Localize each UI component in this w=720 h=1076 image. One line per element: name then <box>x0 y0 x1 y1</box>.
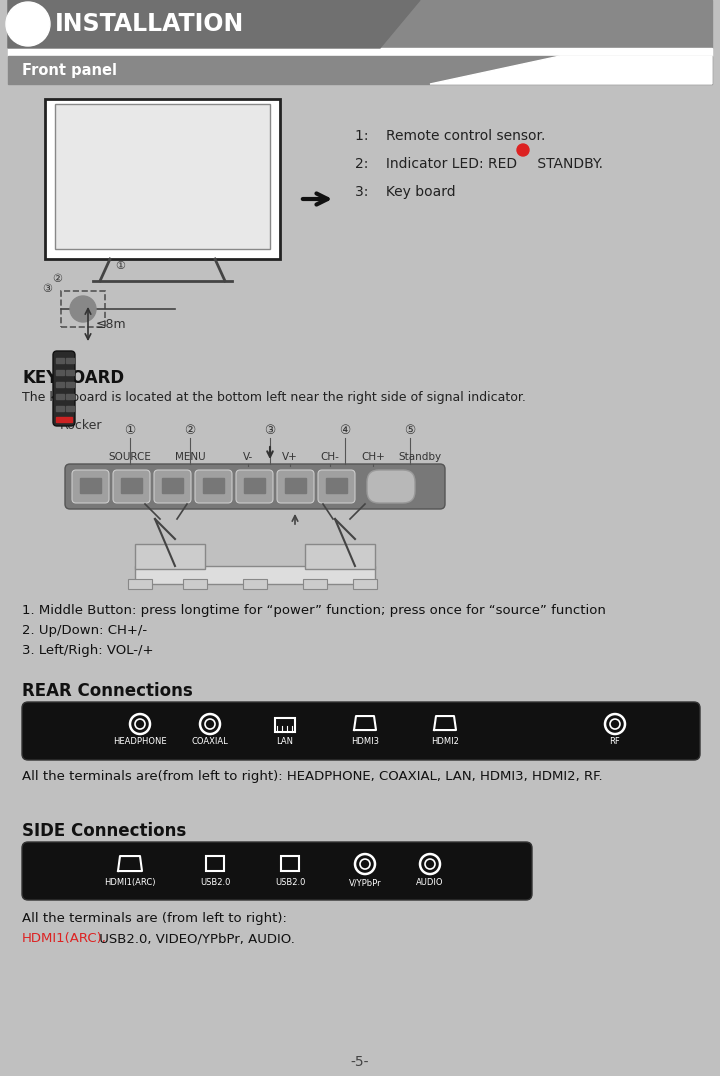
Text: CH-: CH- <box>320 452 339 462</box>
Circle shape <box>6 2 50 46</box>
Text: STANDBY.: STANDBY. <box>533 157 603 171</box>
Text: ≤8m: ≤8m <box>96 317 127 330</box>
Text: ⑤: ⑤ <box>405 424 415 437</box>
Text: ③: ③ <box>264 424 276 437</box>
Text: V/YPbPr: V/YPbPr <box>348 878 382 887</box>
FancyBboxPatch shape <box>55 104 270 249</box>
Text: ①: ① <box>125 424 135 437</box>
Text: SIDE Connections: SIDE Connections <box>22 822 186 840</box>
Text: 3. Left/Righ: VOL-/+: 3. Left/Righ: VOL-/+ <box>22 645 153 657</box>
FancyBboxPatch shape <box>203 478 224 493</box>
FancyBboxPatch shape <box>80 478 101 493</box>
Text: Rocker: Rocker <box>60 419 102 431</box>
Text: -5-: -5- <box>351 1054 369 1068</box>
FancyBboxPatch shape <box>236 470 273 502</box>
Text: 3:    Key board: 3: Key board <box>355 185 456 199</box>
Polygon shape <box>8 0 420 48</box>
Text: ③: ③ <box>42 284 52 294</box>
Text: 2. Up/Down: CH+/-: 2. Up/Down: CH+/- <box>22 624 147 637</box>
Text: HDMI3: HDMI3 <box>351 737 379 746</box>
FancyBboxPatch shape <box>8 24 712 1054</box>
Text: HDMI1(ARC),: HDMI1(ARC), <box>22 932 107 945</box>
Text: MENU: MENU <box>175 452 205 462</box>
FancyBboxPatch shape <box>154 470 191 502</box>
Text: ①: ① <box>115 261 125 271</box>
Text: HEADPHONE: HEADPHONE <box>113 737 167 746</box>
Text: ④: ④ <box>339 424 351 437</box>
FancyBboxPatch shape <box>45 99 280 259</box>
Text: USB2.0: USB2.0 <box>275 878 305 887</box>
FancyBboxPatch shape <box>285 478 306 493</box>
FancyBboxPatch shape <box>243 579 267 589</box>
FancyBboxPatch shape <box>66 358 74 363</box>
Text: Standby: Standby <box>398 452 441 462</box>
Text: Front panel: Front panel <box>22 62 117 77</box>
FancyBboxPatch shape <box>113 470 150 502</box>
FancyBboxPatch shape <box>183 579 207 589</box>
Text: 1:    Remote control sensor.: 1: Remote control sensor. <box>355 129 545 143</box>
FancyBboxPatch shape <box>277 470 314 502</box>
FancyBboxPatch shape <box>65 464 445 509</box>
Text: ②: ② <box>184 424 196 437</box>
FancyBboxPatch shape <box>305 544 375 569</box>
FancyBboxPatch shape <box>303 579 327 589</box>
FancyBboxPatch shape <box>135 566 375 584</box>
FancyBboxPatch shape <box>353 579 377 589</box>
FancyBboxPatch shape <box>195 470 232 502</box>
FancyBboxPatch shape <box>56 382 64 387</box>
Text: CH+: CH+ <box>361 452 385 462</box>
Text: REAR Connections: REAR Connections <box>22 682 193 700</box>
Text: USB2.0, VIDEO/YPbPr, AUDIO.: USB2.0, VIDEO/YPbPr, AUDIO. <box>95 932 295 945</box>
Text: LAN: LAN <box>276 737 294 746</box>
Text: HDMI2: HDMI2 <box>431 737 459 746</box>
Text: KEYBOARD: KEYBOARD <box>22 369 124 387</box>
FancyBboxPatch shape <box>56 394 64 399</box>
FancyBboxPatch shape <box>128 579 152 589</box>
FancyBboxPatch shape <box>53 351 75 426</box>
FancyBboxPatch shape <box>367 470 415 502</box>
FancyBboxPatch shape <box>56 358 64 363</box>
FancyBboxPatch shape <box>8 56 712 84</box>
FancyBboxPatch shape <box>66 394 74 399</box>
Text: All the terminals are(from left to right): HEADPHONE, COAXIAL, LAN, HDMI3, HDMI2: All the terminals are(from left to right… <box>22 770 603 783</box>
Text: V-: V- <box>243 452 253 462</box>
Text: COAXIAL: COAXIAL <box>192 737 228 746</box>
FancyBboxPatch shape <box>244 478 265 493</box>
Text: SOURCE: SOURCE <box>109 452 151 462</box>
Polygon shape <box>430 56 712 84</box>
FancyBboxPatch shape <box>72 470 109 502</box>
Text: 2:    Indicator LED: RED: 2: Indicator LED: RED <box>355 157 517 171</box>
Text: The keyboard is located at the bottom left near the right side of signal indicat: The keyboard is located at the bottom le… <box>22 391 526 404</box>
FancyBboxPatch shape <box>22 702 700 760</box>
FancyBboxPatch shape <box>66 406 74 411</box>
FancyBboxPatch shape <box>22 843 532 900</box>
FancyBboxPatch shape <box>162 478 183 493</box>
FancyBboxPatch shape <box>66 382 74 387</box>
Text: USB2.0: USB2.0 <box>200 878 230 887</box>
Text: ②: ② <box>52 274 62 284</box>
FancyBboxPatch shape <box>56 417 72 422</box>
Text: RF: RF <box>610 737 621 746</box>
Circle shape <box>70 296 96 322</box>
Text: HDMI1(ARC): HDMI1(ARC) <box>104 878 156 887</box>
Text: 1. Middle Button: press longtime for “power” function; press once for “source” f: 1. Middle Button: press longtime for “po… <box>22 604 606 617</box>
Text: All the terminals are (from left to right):: All the terminals are (from left to righ… <box>22 912 287 925</box>
FancyBboxPatch shape <box>66 370 74 376</box>
FancyBboxPatch shape <box>56 370 64 376</box>
FancyBboxPatch shape <box>8 48 712 56</box>
FancyBboxPatch shape <box>121 478 142 493</box>
FancyBboxPatch shape <box>318 470 355 502</box>
Text: INSTALLATION: INSTALLATION <box>55 12 244 36</box>
Text: V+: V+ <box>282 452 298 462</box>
FancyBboxPatch shape <box>135 544 205 569</box>
FancyBboxPatch shape <box>8 0 712 48</box>
FancyBboxPatch shape <box>56 406 64 411</box>
Text: AUDIO: AUDIO <box>416 878 444 887</box>
FancyBboxPatch shape <box>326 478 347 493</box>
Circle shape <box>517 144 529 156</box>
